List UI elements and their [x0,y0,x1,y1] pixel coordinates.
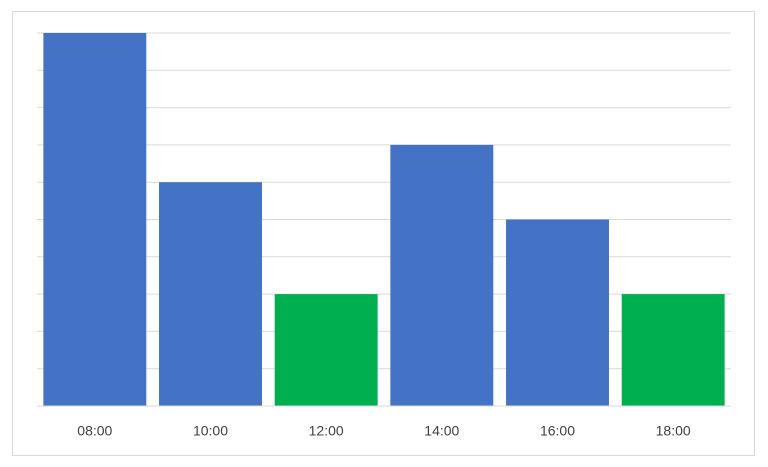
bar [506,219,609,406]
x-tick-label: 18:00 [656,423,691,439]
x-tick-label: 14:00 [424,423,459,439]
bar [274,294,378,406]
x-tick-label: 16:00 [540,423,575,439]
x-tick-label: 10:00 [193,423,228,439]
x-tick-label: 08:00 [77,423,112,439]
bar [43,33,147,406]
bar [159,182,262,406]
bar [390,144,494,406]
bar [621,294,725,406]
x-tick-label: 12:00 [309,423,344,439]
